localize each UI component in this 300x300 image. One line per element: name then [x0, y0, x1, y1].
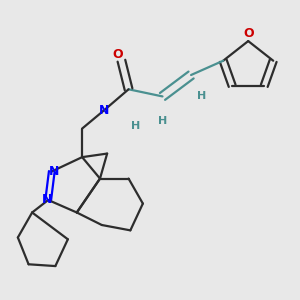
Text: H: H [197, 92, 206, 101]
Text: H: H [158, 116, 167, 126]
Text: N: N [48, 165, 59, 178]
Text: N: N [42, 194, 53, 206]
Text: O: O [112, 48, 123, 61]
Text: O: O [243, 27, 254, 40]
Text: H: H [131, 121, 140, 131]
Text: N: N [98, 104, 109, 117]
